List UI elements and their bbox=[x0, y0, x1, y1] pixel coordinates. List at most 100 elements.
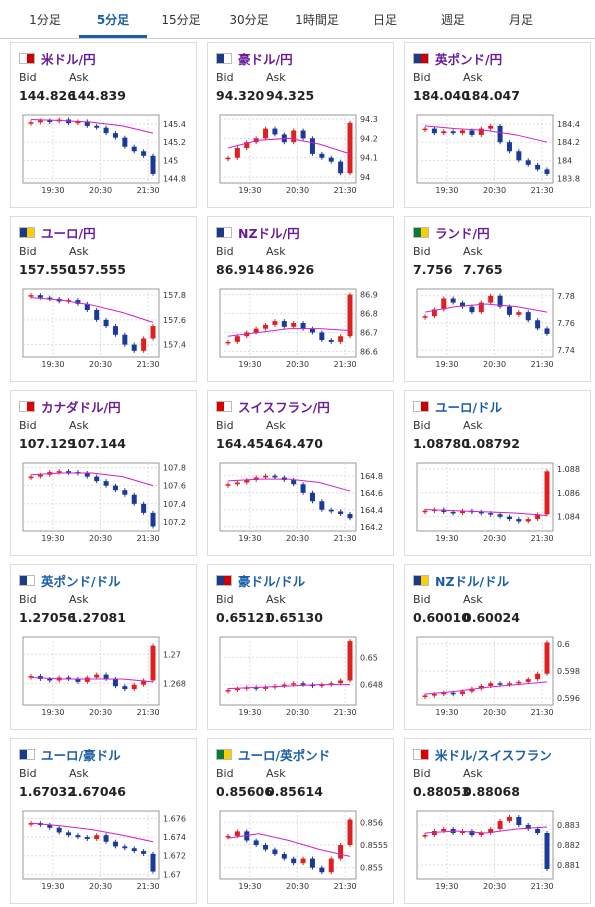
tab[interactable]: 日足 bbox=[372, 13, 398, 27]
y-tick-label: 1.084 bbox=[557, 513, 580, 522]
pair-name: 豪ドル/ドル bbox=[238, 574, 306, 589]
y-tick-label: 0.596 bbox=[557, 694, 580, 703]
candle bbox=[225, 690, 231, 692]
rate-card[interactable]: ユーロ/ドル Bid Ask 1.08780 1.08792 19:30 20:30 21:3… bbox=[404, 390, 591, 556]
candle bbox=[535, 514, 541, 520]
y-tick-label: 145 bbox=[163, 156, 178, 165]
candle bbox=[338, 511, 344, 514]
candle bbox=[431, 694, 437, 696]
rate-card[interactable]: 米ドル/円 Bid Ask 144.826 144.839 19:30 20:30 21:30… bbox=[10, 42, 197, 208]
x-tick-label: 20:30 bbox=[286, 186, 309, 195]
candle bbox=[66, 471, 72, 473]
candle bbox=[47, 678, 53, 681]
candle bbox=[300, 323, 306, 329]
y-tick-label: 0.598 bbox=[557, 667, 580, 676]
x-tick-label: 20:30 bbox=[483, 360, 506, 369]
rate-card[interactable]: NZドル/円 Bid Ask 86.914 86.926 19:30 20:30 21:30 8… bbox=[207, 216, 394, 382]
candle bbox=[497, 821, 503, 829]
candle bbox=[234, 482, 240, 485]
bid-label: Bid bbox=[413, 71, 431, 84]
candle bbox=[234, 336, 240, 342]
bid-label: Bid bbox=[19, 419, 37, 432]
candle bbox=[516, 519, 522, 522]
flag-icon bbox=[19, 401, 35, 412]
candle bbox=[234, 148, 240, 158]
candle bbox=[319, 684, 325, 687]
candle bbox=[469, 688, 475, 692]
tab[interactable]: 週足 bbox=[440, 13, 466, 27]
flag-icon bbox=[413, 53, 429, 64]
x-tick-label: 19:30 bbox=[238, 360, 261, 369]
candle bbox=[94, 476, 100, 482]
candle bbox=[422, 316, 428, 318]
y-tick-label: 164.6 bbox=[360, 489, 383, 498]
candle bbox=[506, 516, 512, 520]
x-tick-label: 20:30 bbox=[89, 186, 112, 195]
candle bbox=[328, 683, 334, 685]
ask-value: 164.470 bbox=[266, 436, 323, 451]
rate-card[interactable]: カナダドル/円 Bid Ask 107.129 107.144 19:30 20:30 21:… bbox=[10, 390, 197, 556]
ask-label: Ask bbox=[463, 767, 483, 780]
candle bbox=[141, 503, 147, 513]
candle bbox=[291, 130, 297, 143]
y-tick-label: 107.6 bbox=[163, 482, 186, 491]
y-tick-label: 1.268 bbox=[163, 679, 186, 688]
plot-frame bbox=[219, 462, 357, 532]
tab[interactable]: 5分足 bbox=[96, 13, 130, 27]
y-tick-label: 144.8 bbox=[163, 174, 186, 183]
bid-value: 0.65121 bbox=[216, 610, 273, 625]
candle bbox=[103, 127, 109, 134]
ask-value: 86.926 bbox=[266, 262, 315, 277]
tab[interactable]: 1時間足 bbox=[295, 13, 339, 27]
pair-name: 英ポンド/円 bbox=[435, 52, 503, 67]
ask-value: 1.67046 bbox=[69, 784, 126, 799]
candle bbox=[253, 138, 259, 143]
candle bbox=[28, 122, 34, 124]
candle bbox=[272, 849, 278, 855]
y-tick-label: 164.2 bbox=[360, 523, 383, 532]
x-tick-label: 19:30 bbox=[238, 882, 261, 891]
rate-card[interactable]: ユーロ/円 Bid Ask 157.550 157.555 19:30 20:30 21:30… bbox=[10, 216, 197, 382]
candle bbox=[300, 858, 306, 864]
flag-icon bbox=[413, 401, 429, 412]
plot-frame bbox=[416, 114, 554, 184]
candle bbox=[488, 295, 494, 303]
rate-card[interactable]: 英ポンド/ドル Bid Ask 1.27056 1.27081 19:30 20:30 21:… bbox=[10, 564, 197, 730]
candle bbox=[516, 151, 522, 161]
rate-card[interactable]: 米ドル/スイスフラン Bid Ask 0.88053 0.88068 19:30 20:30… bbox=[404, 738, 591, 904]
x-tick-label: 19:30 bbox=[41, 360, 64, 369]
rate-card[interactable]: 英ポンド/円 Bid Ask 184.040 184.047 19:30 20:30 21:3… bbox=[404, 42, 591, 208]
tab[interactable]: 15分足 bbox=[161, 13, 201, 27]
candle bbox=[234, 831, 240, 836]
x-tick-label: 20:30 bbox=[286, 360, 309, 369]
rate-card[interactable]: 豪ドル/円 Bid Ask 94.320 94.325 19:30 20:30 21:30 94… bbox=[207, 42, 394, 208]
y-tick-label: 184.2 bbox=[557, 138, 580, 147]
pair-name: ユーロ/ドル bbox=[435, 400, 503, 415]
moving-average-line bbox=[30, 472, 154, 487]
rate-card[interactable]: スイスフラン/円 Bid Ask 164.454 164.470 19:30 20:30 21… bbox=[207, 390, 394, 556]
candle bbox=[450, 131, 456, 134]
candle bbox=[150, 853, 156, 872]
y-tick-label: 0.855 bbox=[360, 864, 383, 873]
rate-card[interactable]: ランド/円 Bid Ask 7.756 7.765 19:30 20:30 21:30 7.78… bbox=[404, 216, 591, 382]
y-tick-label: 86.9 bbox=[360, 291, 378, 300]
bid-label: Bid bbox=[216, 767, 234, 780]
moving-average-line bbox=[424, 826, 548, 834]
candle bbox=[478, 685, 484, 689]
candle bbox=[112, 133, 118, 138]
tab[interactable]: 1分足 bbox=[29, 13, 61, 27]
x-tick-label: 21:30 bbox=[137, 360, 160, 369]
y-tick-label: 0.648 bbox=[360, 681, 383, 690]
rate-card[interactable]: 豪ドル/ドル Bid Ask 0.65121 0.65130 19:30 20:30 21:3… bbox=[207, 564, 394, 730]
rate-card[interactable]: ユーロ/豪ドル Bid Ask 1.67032 1.67046 19:30 20:30 21:… bbox=[10, 738, 197, 904]
rate-card[interactable]: NZドル/ドル Bid Ask 0.60010 0.60024 19:30 20:30 21:… bbox=[404, 564, 591, 730]
x-tick-label: 21:30 bbox=[531, 360, 554, 369]
candle bbox=[469, 306, 475, 313]
x-tick-label: 19:30 bbox=[238, 708, 261, 717]
tab[interactable]: 30分足 bbox=[229, 13, 269, 27]
candle bbox=[460, 831, 466, 833]
plot-frame bbox=[219, 288, 357, 358]
candle bbox=[319, 332, 325, 340]
tab[interactable]: 月足 bbox=[508, 13, 534, 27]
rate-card[interactable]: ユーロ/英ポンド Bid Ask 0.85606 0.85614 19:30 20:30 21… bbox=[207, 738, 394, 904]
